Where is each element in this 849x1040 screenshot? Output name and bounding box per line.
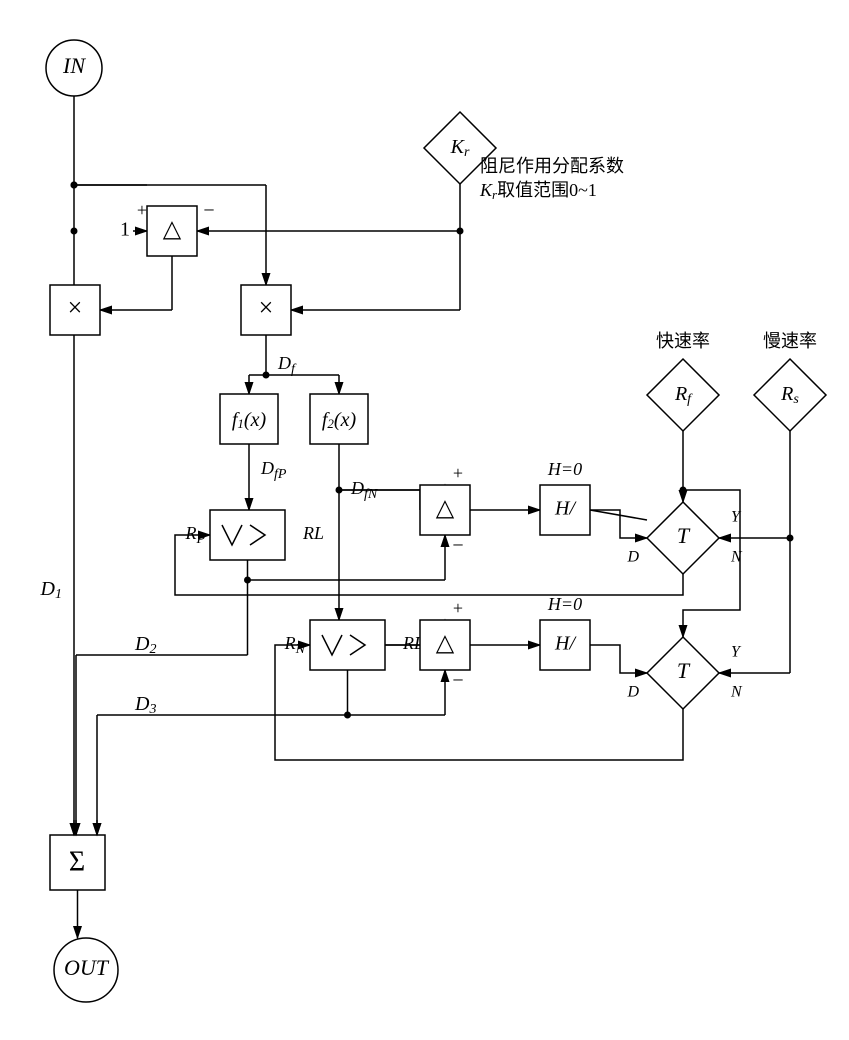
svg-text:DfN: DfN [350, 478, 378, 502]
svg-text:H/: H/ [554, 498, 577, 520]
svg-text:阻尼作用分配系数: 阻尼作用分配系数 [480, 156, 624, 176]
svg-text:×: × [68, 293, 83, 322]
svg-text:+: + [137, 200, 147, 220]
svg-text:N: N [730, 684, 743, 701]
svg-text:−: − [452, 535, 463, 557]
svg-text:H=0: H=0 [547, 459, 582, 479]
svg-text:+: + [453, 598, 463, 618]
svg-text:H=0: H=0 [547, 594, 582, 614]
svg-text:−: − [203, 200, 214, 222]
svg-text:△: △ [436, 496, 455, 522]
svg-text:△: △ [436, 631, 455, 657]
svg-text:RP: RP [184, 523, 205, 547]
svg-text:RL: RL [302, 523, 324, 543]
svg-text:RN: RN [284, 633, 306, 657]
svg-text:f1(x): f1(x) [232, 409, 267, 431]
svg-text:D3: D3 [134, 693, 156, 718]
svg-text:IN: IN [62, 53, 86, 78]
svg-text:慢速率: 慢速率 [763, 331, 817, 351]
svg-text:Kr取值范围0~1: Kr取值范围0~1 [479, 180, 597, 202]
svg-text:D: D [626, 684, 639, 701]
svg-text:OUT: OUT [64, 955, 110, 980]
svg-text:Σ: Σ [69, 846, 85, 877]
svg-text:DfP: DfP [260, 458, 287, 482]
svg-text:f2(x): f2(x) [322, 409, 357, 431]
svg-text:△: △ [163, 217, 182, 243]
svg-text:1: 1 [120, 219, 130, 241]
svg-text:×: × [259, 293, 274, 322]
svg-text:快速率: 快速率 [656, 331, 710, 351]
svg-text:D1: D1 [40, 578, 62, 603]
svg-text:T: T [677, 658, 691, 683]
svg-text:N: N [730, 549, 743, 566]
svg-text:+: + [453, 463, 463, 483]
svg-text:H/: H/ [554, 633, 577, 655]
svg-text:D: D [626, 549, 639, 566]
svg-text:Y: Y [731, 644, 742, 661]
svg-text:−: − [452, 670, 463, 692]
svg-text:Df: Df [277, 353, 297, 377]
svg-text:T: T [677, 523, 691, 548]
svg-text:D2: D2 [134, 633, 156, 658]
